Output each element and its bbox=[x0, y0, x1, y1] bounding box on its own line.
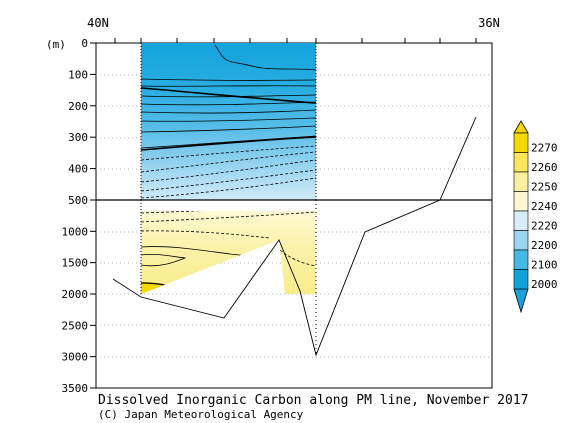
y-tick-label: 0 bbox=[81, 37, 88, 50]
y-tick-label: 2500 bbox=[62, 319, 89, 332]
colorbar-label: 2250 bbox=[531, 181, 558, 194]
colorbar-label: 2270 bbox=[531, 142, 558, 155]
colorbar-label: 2000 bbox=[531, 278, 558, 291]
y-tick-label: 200 bbox=[68, 100, 88, 113]
colorbar-label: 2220 bbox=[531, 220, 558, 233]
y-axis-ticks: 0 100 200 300 400 500 1000 1500 2000 2500 3000 3500 bbox=[62, 37, 96, 395]
y-tick-label: 100 bbox=[68, 68, 88, 81]
credit-text: (C) Japan Meteorological Agency bbox=[98, 408, 304, 421]
y-tick-label: 500 bbox=[68, 194, 88, 207]
top-tick-marks bbox=[114, 38, 477, 43]
colorbar-label: 2100 bbox=[531, 259, 558, 272]
colorbar-segment bbox=[513, 269, 529, 290]
colorbar-segment bbox=[513, 171, 529, 192]
chart-title: Dissolved Inorganic Carbon along PM line… bbox=[98, 393, 528, 408]
lat-label-40n: 40N bbox=[87, 16, 109, 30]
colorbar-segment bbox=[513, 249, 529, 270]
colorbar-bottom-arrow bbox=[513, 288, 529, 314]
y-tick-label: 3500 bbox=[62, 382, 89, 395]
colorbar-segment bbox=[513, 152, 529, 173]
colorbar-segment bbox=[513, 132, 529, 153]
y-tick-label: 3000 bbox=[62, 351, 89, 364]
y-tick-label: 300 bbox=[68, 131, 88, 144]
colorbar-segment bbox=[513, 210, 529, 231]
colorbar-label: 2260 bbox=[531, 161, 558, 174]
lower-section bbox=[141, 211, 316, 294]
colorbar-segment bbox=[513, 230, 529, 251]
lat-label-36n: 36N bbox=[478, 16, 500, 30]
colorbar-top-arrow bbox=[513, 120, 529, 134]
y-tick-label: 1500 bbox=[62, 257, 89, 270]
colorbar-segment bbox=[513, 191, 529, 212]
colorbar: 2270 2260 2250 2240 2220 2200 2100 2000 bbox=[513, 120, 558, 314]
y-unit-label: (m) bbox=[46, 38, 66, 51]
y-tick-label: 400 bbox=[68, 163, 88, 176]
colorbar-label: 2240 bbox=[531, 200, 558, 213]
bottom-profile-line bbox=[112, 116, 477, 357]
y-tick-label: 2000 bbox=[62, 288, 89, 301]
upper-contours bbox=[140, 44, 317, 199]
colorbar-label: 2200 bbox=[531, 239, 558, 252]
y-tick-label: 1000 bbox=[62, 225, 89, 238]
